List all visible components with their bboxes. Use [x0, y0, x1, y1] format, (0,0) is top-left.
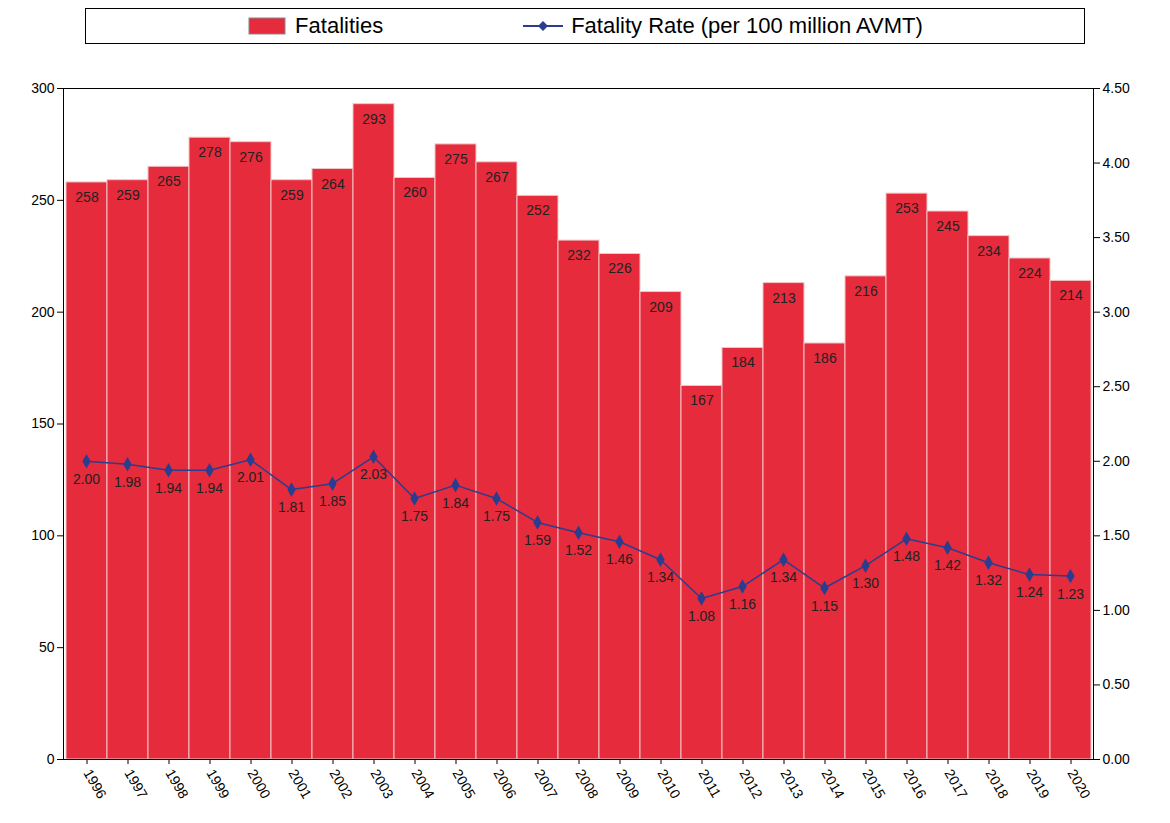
svg-text:2002: 2002 — [327, 766, 357, 801]
svg-text:150: 150 — [31, 415, 55, 431]
svg-text:2013: 2013 — [778, 766, 808, 801]
svg-text:100: 100 — [31, 527, 55, 543]
svg-text:252: 252 — [526, 202, 550, 218]
svg-text:4.50: 4.50 — [1103, 80, 1130, 96]
svg-text:2012: 2012 — [737, 766, 767, 801]
svg-text:2005: 2005 — [450, 766, 480, 801]
svg-text:2009: 2009 — [614, 766, 644, 801]
svg-text:1.42: 1.42 — [934, 557, 961, 573]
svg-text:2.00: 2.00 — [73, 471, 100, 487]
svg-text:1.98: 1.98 — [114, 474, 141, 490]
svg-text:1.46: 1.46 — [606, 551, 633, 567]
svg-text:214: 214 — [1059, 287, 1083, 303]
svg-text:1.00: 1.00 — [1103, 602, 1130, 618]
svg-text:2019: 2019 — [1024, 766, 1054, 801]
svg-text:2016: 2016 — [901, 766, 931, 801]
svg-text:253: 253 — [895, 200, 919, 216]
svg-text:264: 264 — [321, 176, 345, 192]
svg-text:260: 260 — [403, 184, 427, 200]
svg-text:1.24: 1.24 — [1016, 584, 1043, 600]
svg-text:2001: 2001 — [286, 766, 316, 801]
svg-text:1.32: 1.32 — [975, 572, 1002, 588]
svg-text:1.75: 1.75 — [483, 508, 510, 524]
svg-text:2018: 2018 — [983, 766, 1013, 801]
svg-text:1.81: 1.81 — [278, 499, 305, 515]
svg-text:226: 226 — [608, 260, 632, 276]
svg-text:278: 278 — [198, 144, 222, 160]
svg-text:2017: 2017 — [942, 766, 972, 801]
svg-text:1.94: 1.94 — [196, 480, 223, 496]
svg-text:2015: 2015 — [860, 766, 890, 801]
svg-text:224: 224 — [1018, 265, 1042, 281]
svg-text:1.08: 1.08 — [688, 608, 715, 624]
svg-text:1.34: 1.34 — [647, 569, 674, 585]
svg-text:250: 250 — [31, 192, 55, 208]
svg-text:1.84: 1.84 — [442, 495, 469, 511]
svg-text:2010: 2010 — [655, 766, 685, 801]
svg-text:4.00: 4.00 — [1103, 155, 1130, 171]
svg-text:293: 293 — [362, 111, 386, 127]
svg-text:3.00: 3.00 — [1103, 304, 1130, 320]
svg-text:186: 186 — [813, 350, 837, 366]
svg-text:265: 265 — [157, 173, 181, 189]
svg-text:1997: 1997 — [122, 766, 152, 801]
svg-text:213: 213 — [772, 290, 796, 306]
svg-text:216: 216 — [854, 283, 878, 299]
svg-text:209: 209 — [649, 299, 673, 315]
svg-text:1.30: 1.30 — [852, 575, 879, 591]
svg-text:2008: 2008 — [573, 766, 603, 801]
svg-text:2003: 2003 — [368, 766, 398, 801]
svg-text:2000: 2000 — [245, 766, 275, 801]
svg-text:2.00: 2.00 — [1103, 453, 1130, 469]
svg-text:2006: 2006 — [491, 766, 521, 801]
svg-text:1.52: 1.52 — [565, 542, 592, 558]
svg-text:1996: 1996 — [81, 766, 111, 801]
svg-text:1.59: 1.59 — [524, 532, 551, 548]
svg-text:259: 259 — [280, 187, 304, 203]
svg-text:234: 234 — [977, 243, 1001, 259]
svg-text:2.50: 2.50 — [1103, 378, 1130, 394]
svg-text:232: 232 — [567, 247, 591, 263]
svg-text:1.16: 1.16 — [729, 596, 756, 612]
html-text:Fatality Rate (per 100 million: Fatality Rate (per 100 million AVMT) — [571, 13, 923, 38]
svg-text:0.00: 0.00 — [1103, 751, 1130, 767]
svg-text:2004: 2004 — [409, 766, 439, 801]
svg-text:0.50: 0.50 — [1103, 676, 1130, 692]
svg-text:2011: 2011 — [696, 766, 725, 800]
svg-text:1.23: 1.23 — [1057, 586, 1084, 602]
svg-text:1999: 1999 — [204, 766, 234, 801]
svg-text:1.15: 1.15 — [811, 598, 838, 614]
svg-text:1.85: 1.85 — [319, 493, 346, 509]
svg-text:2020: 2020 — [1065, 766, 1095, 801]
svg-text:300: 300 — [31, 80, 55, 96]
svg-text:200: 200 — [31, 304, 55, 320]
svg-text:184: 184 — [731, 354, 755, 370]
svg-text:1.34: 1.34 — [770, 569, 797, 585]
svg-text:2007: 2007 — [532, 766, 562, 801]
html-text:Fatalities: Fatalities — [295, 13, 384, 38]
svg-text:50: 50 — [39, 639, 55, 655]
svg-text:267: 267 — [485, 169, 509, 185]
svg-text:2014: 2014 — [819, 766, 849, 801]
svg-text:1.94: 1.94 — [155, 480, 182, 496]
svg-text:245: 245 — [936, 218, 960, 234]
svg-text:1.50: 1.50 — [1103, 527, 1130, 543]
svg-text:1.75: 1.75 — [401, 508, 428, 524]
svg-text:2.03: 2.03 — [360, 466, 387, 482]
svg-text:275: 275 — [444, 151, 468, 167]
svg-text:167: 167 — [690, 392, 714, 408]
svg-text:259: 259 — [116, 187, 140, 203]
svg-text:0: 0 — [47, 751, 55, 767]
svg-text:3.50: 3.50 — [1103, 229, 1130, 245]
svg-text:276: 276 — [239, 149, 263, 165]
svg-text:1.48: 1.48 — [893, 548, 920, 564]
svg-text:258: 258 — [75, 189, 99, 205]
svg-text:1998: 1998 — [163, 766, 193, 801]
svg-text:2.01: 2.01 — [237, 469, 264, 485]
